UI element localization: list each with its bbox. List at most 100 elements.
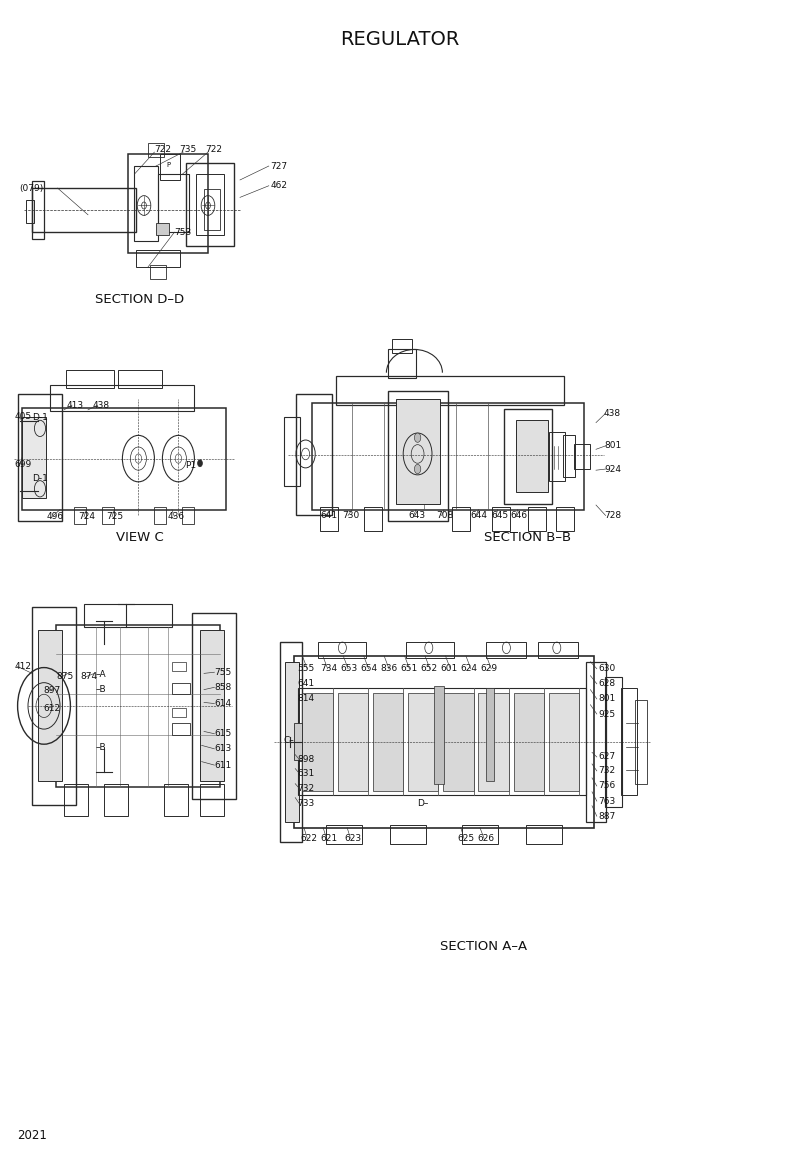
Text: 722: 722 <box>154 145 171 154</box>
Bar <box>192 613 236 799</box>
Bar <box>492 507 510 531</box>
Bar <box>635 700 647 784</box>
Text: 727: 727 <box>270 161 287 171</box>
Text: SECTION B–B: SECTION B–B <box>485 531 571 545</box>
Bar <box>586 662 606 822</box>
Bar <box>528 507 546 531</box>
Bar <box>128 154 208 253</box>
Bar <box>298 688 586 795</box>
Bar <box>84 604 172 627</box>
Text: 814: 814 <box>298 694 314 704</box>
Text: 627: 627 <box>598 752 615 762</box>
Text: 629: 629 <box>481 664 498 673</box>
Bar <box>549 693 579 791</box>
Bar <box>605 677 622 807</box>
Text: 555: 555 <box>298 664 315 673</box>
Text: 612: 612 <box>43 704 60 713</box>
Bar <box>549 432 565 481</box>
Text: –B: –B <box>96 685 106 694</box>
Bar <box>538 642 578 658</box>
Text: SECTION D–D: SECTION D–D <box>95 293 185 307</box>
Circle shape <box>414 433 421 442</box>
Bar <box>104 784 128 816</box>
Text: REGULATOR: REGULATOR <box>340 30 460 49</box>
Bar <box>452 507 470 531</box>
Text: 644: 644 <box>470 511 487 520</box>
Text: 613: 613 <box>214 744 232 753</box>
Bar <box>172 662 186 671</box>
Bar <box>285 662 299 822</box>
Bar <box>32 607 76 805</box>
Text: 405: 405 <box>14 412 31 421</box>
Text: 641: 641 <box>320 511 337 520</box>
Bar <box>320 507 338 531</box>
Bar <box>514 693 544 791</box>
Bar <box>621 688 637 795</box>
Bar <box>56 625 220 787</box>
Text: 728: 728 <box>604 511 621 520</box>
Bar <box>478 693 509 791</box>
Text: D-1: D-1 <box>32 413 48 423</box>
Text: 625: 625 <box>458 834 474 843</box>
Bar <box>154 507 166 524</box>
Text: 631: 631 <box>298 769 315 778</box>
Bar <box>148 143 164 157</box>
Text: 836: 836 <box>381 664 398 673</box>
Bar <box>338 693 368 791</box>
Text: 897: 897 <box>43 686 61 695</box>
Bar <box>526 825 562 844</box>
Bar <box>164 784 188 816</box>
Text: 601: 601 <box>441 664 458 673</box>
Text: 2021: 2021 <box>18 1128 47 1142</box>
Text: 874: 874 <box>80 672 97 682</box>
Bar <box>102 507 114 524</box>
Text: 924: 924 <box>604 464 621 474</box>
Text: 622: 622 <box>301 834 318 843</box>
Bar <box>26 200 34 223</box>
Text: 654: 654 <box>361 664 378 673</box>
Text: 628: 628 <box>598 679 615 688</box>
Text: 653: 653 <box>341 664 358 673</box>
Bar <box>66 370 114 388</box>
Text: 624: 624 <box>461 664 478 673</box>
Text: P: P <box>166 161 170 168</box>
Bar <box>294 656 594 828</box>
Text: 801: 801 <box>598 694 616 704</box>
Bar <box>136 250 180 267</box>
Bar <box>563 435 575 477</box>
Text: (079): (079) <box>20 183 44 193</box>
Text: 753: 753 <box>174 228 192 237</box>
Bar <box>150 265 166 279</box>
Bar <box>462 825 498 844</box>
Bar <box>32 181 44 239</box>
Bar <box>486 688 494 781</box>
Text: –A: –A <box>96 670 106 679</box>
Bar <box>182 507 194 524</box>
Bar <box>134 166 158 241</box>
Bar <box>160 154 180 180</box>
Text: 652: 652 <box>421 664 438 673</box>
Bar <box>390 825 426 844</box>
Circle shape <box>414 464 421 474</box>
Text: 646: 646 <box>510 511 527 520</box>
Text: –B: –B <box>96 743 106 752</box>
Text: 755: 755 <box>214 668 232 677</box>
Text: 611: 611 <box>214 760 232 770</box>
Bar <box>486 642 526 658</box>
Text: 763: 763 <box>598 796 616 806</box>
Text: 724: 724 <box>78 512 95 521</box>
Bar <box>443 693 474 791</box>
Bar <box>18 394 62 521</box>
Text: 462: 462 <box>270 181 287 190</box>
Text: 496: 496 <box>46 512 63 521</box>
Text: 875: 875 <box>56 672 74 682</box>
Bar <box>408 693 438 791</box>
Bar <box>396 399 440 504</box>
Text: 887: 887 <box>598 812 616 821</box>
Bar <box>22 408 226 510</box>
Bar <box>22 417 46 498</box>
Bar <box>280 642 302 842</box>
Text: 708: 708 <box>436 511 454 520</box>
Text: 615: 615 <box>214 729 232 738</box>
Text: C–: C– <box>284 736 294 745</box>
